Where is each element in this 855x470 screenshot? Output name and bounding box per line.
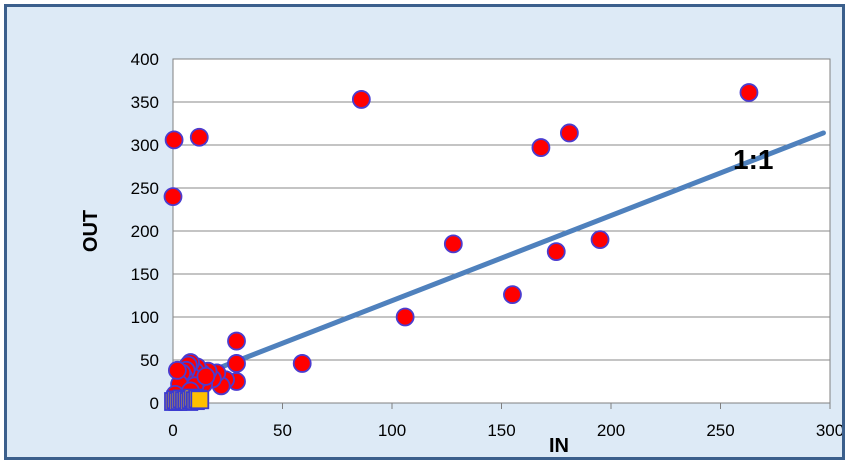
data-point xyxy=(503,285,522,305)
y-tick-label: 100 xyxy=(131,308,159,327)
x-tick-label: 100 xyxy=(378,421,406,440)
data-point xyxy=(164,130,184,150)
y-tick-label: 150 xyxy=(131,265,159,284)
y-tick-label: 50 xyxy=(140,351,159,370)
data-point xyxy=(227,354,246,373)
reference-line-label: 1:1 xyxy=(733,144,773,175)
y-tick-label: 0 xyxy=(150,394,159,413)
reference-line-group xyxy=(170,130,826,389)
data-point xyxy=(167,360,187,380)
x-axis-title: IN xyxy=(549,435,569,457)
x-tick-label: 300 xyxy=(816,421,842,440)
data-point xyxy=(163,187,183,207)
data-point xyxy=(739,83,759,102)
tick-labels: 0 50 100 150 200 250 300 350 400 0 50 100 150 200 250 3… xyxy=(131,50,842,440)
y-tick-label: 400 xyxy=(131,50,159,69)
y-tick-label: 250 xyxy=(131,179,159,198)
scatter-chart: 0 50 100 150 200 250 300 350 400 0 50 100 150 200 250 3… xyxy=(80,50,842,457)
data-point-square xyxy=(190,390,210,410)
data-point xyxy=(196,366,216,386)
reference-line xyxy=(170,130,826,389)
data-point xyxy=(395,307,415,327)
x-tick-label: 150 xyxy=(487,421,515,440)
y-axis-title: OUT xyxy=(80,210,102,252)
data-point xyxy=(227,331,246,351)
data-point xyxy=(590,230,610,250)
y-tick-label: 300 xyxy=(131,136,159,155)
x-tick-label: 0 xyxy=(168,421,177,440)
grid-lines xyxy=(172,101,831,409)
data-points xyxy=(163,83,759,411)
data-point xyxy=(189,127,209,147)
chart-frame: 0 50 100 150 200 250 300 350 400 0 50 100 150 200 250 3… xyxy=(4,4,845,460)
y-tick-label: 350 xyxy=(131,93,159,112)
data-point xyxy=(443,234,463,254)
x-tick-label: 250 xyxy=(706,421,734,440)
y-tick-label: 200 xyxy=(131,222,159,241)
data-point xyxy=(546,242,566,262)
data-point xyxy=(351,90,371,109)
data-point xyxy=(531,138,551,157)
x-tick-label: 200 xyxy=(597,421,625,440)
data-point xyxy=(292,354,312,373)
x-tick-label: 50 xyxy=(273,421,292,440)
data-point xyxy=(559,123,579,143)
